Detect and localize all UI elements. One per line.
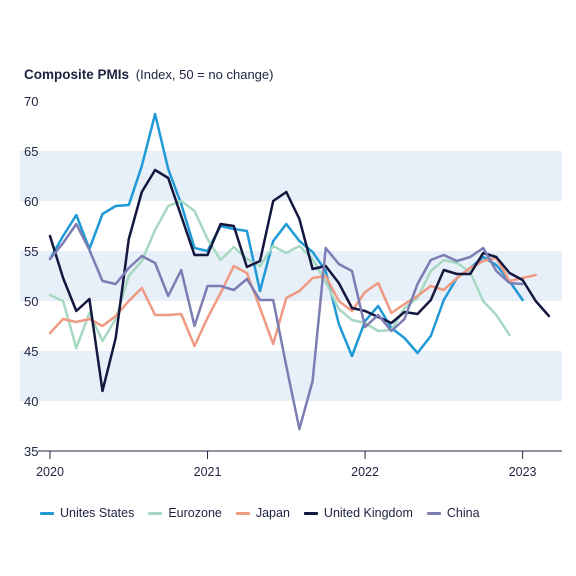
series-line-united-kingdom (48, 168, 551, 393)
legend-item-unites-states: Unites States (40, 506, 134, 520)
legend-swatch (303, 511, 318, 515)
legend-item-china: China (426, 506, 480, 520)
y-tick-label: 50 (24, 294, 38, 309)
chart-legend: Unites States Eurozone Japan United Kingdom… (40, 506, 480, 520)
series-line-china (48, 222, 524, 431)
y-tick-label: 55 (24, 244, 38, 259)
series-line-eurozone (48, 199, 511, 350)
x-tick-label: 2020 (36, 465, 64, 479)
legend-item-japan: Japan (235, 506, 290, 520)
y-tick-label: 70 (24, 94, 38, 109)
x-tick-label: 2021 (194, 465, 222, 479)
legend-swatch (40, 511, 54, 515)
series-lines (48, 112, 551, 431)
y-tick-label: 45 (24, 344, 38, 359)
legend-label: Japan (255, 506, 290, 520)
legend-swatch (235, 511, 250, 515)
legend-item-united-kingdom: United Kingdom (303, 506, 413, 520)
y-tick-label: 65 (24, 144, 38, 159)
series-line-japan (48, 256, 537, 348)
y-axis: 70 65 60 55 50 45 40 35 (24, 94, 38, 459)
y-tick-label: 35 (24, 444, 38, 459)
chart-title: Composite PMIs (24, 67, 129, 82)
chart-title-text: Composite PMIs (Index, 50 = no change) (24, 67, 273, 82)
y-tick-label: 40 (24, 394, 38, 409)
legend-swatch (426, 511, 441, 515)
legend-swatch (148, 511, 163, 515)
legend-label: Unites States (60, 506, 135, 520)
band-0 (20, 151, 562, 201)
y-tick-label: 60 (24, 194, 38, 209)
x-tick-label: 2022 (351, 465, 379, 479)
series-line-unites-states (48, 112, 524, 358)
legend-item-eurozone: Eurozone (148, 506, 222, 520)
x-axis: 2020 2021 2022 2023 (36, 451, 537, 479)
legend-label: Eurozone (168, 506, 222, 520)
x-tick-label: 2023 (509, 465, 537, 479)
legend-label: China (446, 506, 480, 520)
legend-label: United Kingdom (323, 506, 413, 520)
chart-subtitle: (Index, 50 = no change) (136, 67, 274, 82)
